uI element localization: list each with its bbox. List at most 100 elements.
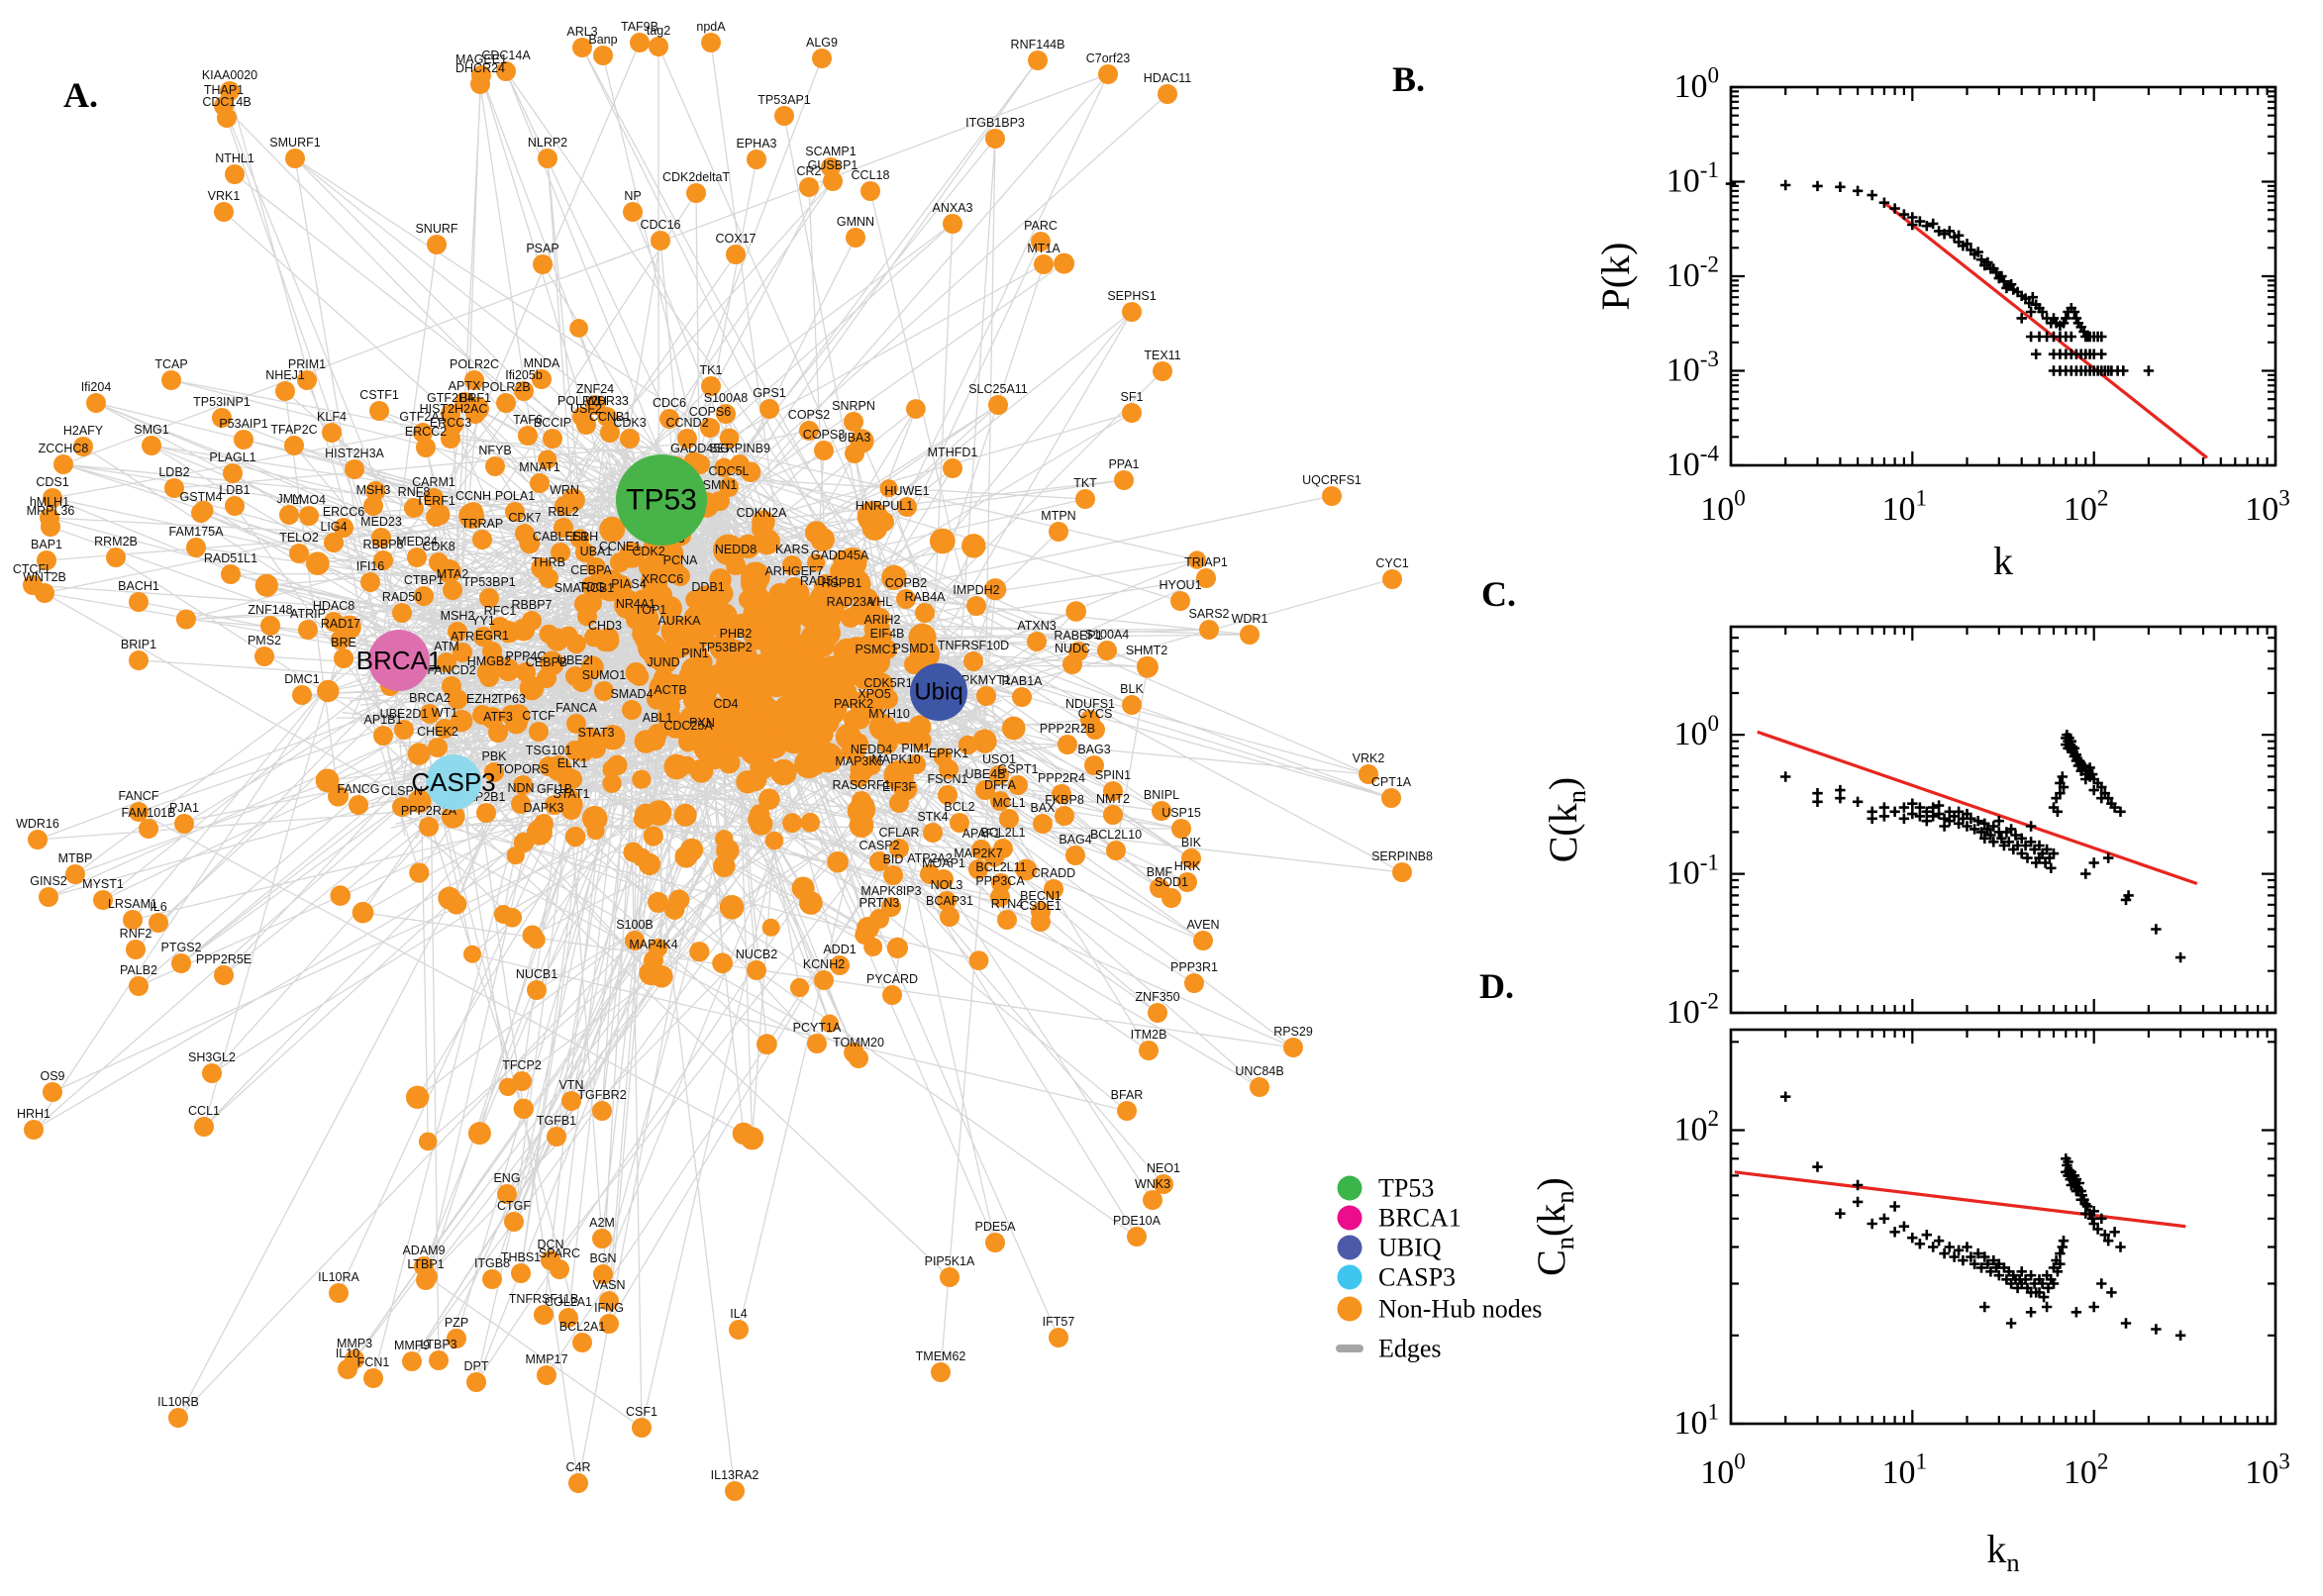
network-node [1049, 1328, 1068, 1347]
network-node-label: PMS2 [248, 634, 281, 648]
network-node [41, 517, 60, 537]
network-node [644, 950, 663, 970]
network-node-label: RNF144B [1011, 38, 1065, 51]
network-node [701, 33, 721, 52]
network-node-label: CLSPN [381, 784, 423, 798]
network-node-label: CTCFL [13, 562, 52, 576]
network-node [619, 590, 639, 610]
network-node-label: SHMT2 [1126, 644, 1167, 657]
network-node-label: BCL2L1 [980, 826, 1025, 840]
network-node [424, 488, 444, 508]
network-node [123, 910, 143, 930]
network-node [466, 1372, 486, 1392]
network-node [516, 662, 536, 682]
network-node-label: Ifi204 [81, 380, 112, 394]
network-node-label: HMGB2 [467, 654, 512, 668]
network-node-label: NUCB2 [736, 948, 777, 961]
network-node-label: SNURF [415, 222, 457, 236]
y-axis-label-D: Cn(kn) [1529, 1177, 1579, 1276]
network-node [886, 765, 906, 785]
network-node [1240, 625, 1260, 645]
panel-label-c: C. [1481, 574, 1516, 614]
network-node [782, 702, 804, 724]
network-node [371, 528, 391, 548]
network-node-label: KCNH2 [803, 957, 845, 971]
network-node [175, 609, 196, 630]
network-node [129, 592, 149, 612]
network-node [869, 909, 889, 929]
axis-ticks-C [1729, 627, 2277, 1015]
plot-panel-c: 100 10-1 10-2 C(kn) [1541, 625, 2277, 1031]
network-node-label: AVEN [1186, 918, 1219, 932]
network-node-label: hMLH1 [30, 495, 69, 509]
network-node-label: TGFB1 [537, 1114, 576, 1128]
axis-ticks-B [1729, 85, 2277, 467]
network-node [514, 381, 534, 401]
network-node-label: S100A8 [704, 391, 749, 405]
network-node-label: ZNF24 [576, 382, 614, 396]
network-node [485, 456, 505, 476]
network-node-label: GSTM4 [179, 490, 222, 504]
network-node [714, 457, 735, 478]
network-node [750, 812, 773, 836]
network-node-label: GUSBP1 [808, 158, 858, 172]
network-node-label: NDN [507, 781, 534, 795]
network-node [810, 527, 835, 551]
network-node [1098, 64, 1118, 84]
network-node [782, 813, 802, 834]
network-node [470, 74, 490, 94]
network-node-label: CCNH [455, 489, 491, 503]
network-node [73, 437, 93, 456]
fit-line-D [1734, 1170, 2186, 1229]
network-node-label: UBE2D1 [380, 707, 429, 721]
network-node [1392, 862, 1412, 882]
network-node-label: ALG9 [806, 36, 838, 50]
network-node-label: MAGEE1 [455, 52, 507, 66]
network-node-label: CABLES1 [533, 530, 588, 544]
network-node [497, 1184, 517, 1204]
network-node-label: VRK2 [1353, 751, 1385, 765]
network-node [686, 183, 706, 203]
network-node [1049, 522, 1068, 542]
network-node [416, 438, 436, 457]
network-node [653, 585, 672, 605]
network-node-label: LIG4 [320, 520, 347, 534]
network-node-label: ARIH2 [864, 613, 901, 627]
network-node [37, 550, 56, 570]
network-node [1085, 720, 1105, 740]
network-node-label: BGN [589, 1251, 616, 1265]
network-node-label: BCL2L11 [975, 860, 1026, 874]
y-axis-label-B: P(k) [1593, 243, 1638, 311]
network-node [527, 930, 546, 949]
network-node-label: UNC84B [1235, 1064, 1283, 1078]
network-node-label: BRF1 [459, 391, 491, 405]
network-node [940, 907, 960, 927]
network-node [879, 479, 898, 498]
network-node-label: SPIN1 [1095, 768, 1131, 782]
network-node-label: RABEP1 [1054, 629, 1102, 643]
network-node [1106, 841, 1126, 860]
network-node [1033, 814, 1053, 834]
network-node [506, 847, 525, 865]
network-node [1052, 784, 1071, 804]
network-node [534, 814, 554, 834]
network-node [966, 596, 986, 616]
network-node [149, 913, 168, 933]
network-node [572, 1333, 592, 1352]
network-node-label: RAB4A [905, 590, 947, 604]
network-node [225, 496, 245, 516]
network-node-label: PCNA [663, 553, 698, 567]
network-node [1162, 888, 1181, 908]
network-node-label: BCL2L10 [1090, 828, 1142, 842]
network-node-label: PKMYT1 [961, 673, 1011, 687]
hub-casp3: CASP3 [411, 754, 496, 810]
network-node [1065, 601, 1086, 622]
network-node [373, 726, 393, 746]
y-tick-label-B: 10-3 [1666, 347, 1719, 388]
network-node-label: BCL2A1 [559, 1320, 606, 1334]
network-node [234, 430, 253, 449]
network-node [254, 647, 274, 666]
network-node [404, 498, 424, 518]
x-tick-label-D: 102 [2064, 1449, 2109, 1491]
network-node-label: JUND [647, 655, 679, 669]
